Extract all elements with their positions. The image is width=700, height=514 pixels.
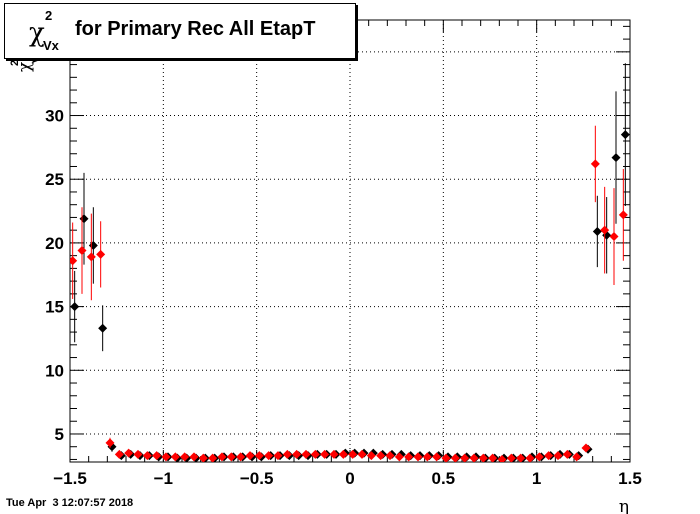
data-point bbox=[611, 153, 621, 163]
data-point bbox=[441, 453, 451, 462]
x-tick-label: 0.5 bbox=[432, 469, 456, 488]
y-axis-label-superscript: 2 bbox=[9, 60, 21, 66]
data-point bbox=[620, 130, 630, 140]
data-point bbox=[292, 449, 302, 459]
x-tick-label: 0 bbox=[345, 469, 354, 488]
data-point bbox=[516, 453, 526, 462]
grid-lines bbox=[70, 20, 630, 462]
data-point bbox=[413, 452, 423, 462]
data-point bbox=[592, 226, 602, 236]
data-point bbox=[497, 454, 507, 462]
y-tick-label: 30 bbox=[45, 107, 64, 126]
data-point bbox=[460, 453, 470, 462]
chart-title: for Primary Rec All EtapT bbox=[75, 18, 316, 40]
data-point bbox=[348, 449, 358, 459]
y-axis-label-subscript: V bbox=[31, 55, 43, 63]
data-point bbox=[404, 452, 414, 462]
y-tick-label: 5 bbox=[55, 425, 64, 444]
data-point bbox=[357, 449, 367, 459]
x-axis-label: η bbox=[619, 497, 629, 514]
data-point bbox=[469, 453, 479, 462]
data-point bbox=[544, 451, 554, 461]
y-tick-label: 15 bbox=[45, 298, 64, 317]
data-point bbox=[581, 443, 591, 453]
data-point bbox=[366, 451, 376, 461]
data-point bbox=[600, 225, 610, 235]
data-point bbox=[79, 214, 89, 224]
data-point bbox=[432, 452, 442, 462]
series-layer bbox=[70, 63, 630, 462]
data-point bbox=[142, 451, 152, 461]
data-point bbox=[70, 256, 78, 266]
title-subscript: Vx bbox=[43, 38, 59, 53]
timestamp-footer: Tue Apr 3 12:07:57 2018 bbox=[6, 497, 134, 509]
data-point bbox=[394, 452, 404, 462]
data-point bbox=[245, 451, 255, 461]
data-point bbox=[320, 449, 330, 459]
data-point bbox=[376, 451, 386, 461]
data-point bbox=[273, 451, 283, 461]
series-0 bbox=[70, 63, 630, 462]
data-point bbox=[86, 252, 96, 262]
data-point bbox=[88, 240, 98, 250]
data-point bbox=[525, 453, 535, 462]
x-tick-label: −0.5 bbox=[240, 469, 274, 488]
data-point bbox=[553, 451, 563, 461]
y-tick-label: 10 bbox=[45, 361, 64, 380]
x-tick-label: −1.5 bbox=[53, 469, 87, 488]
data-point bbox=[226, 452, 236, 462]
data-point bbox=[236, 452, 246, 462]
data-point bbox=[282, 449, 292, 459]
data-point bbox=[478, 453, 488, 462]
data-point bbox=[385, 451, 395, 461]
data-point bbox=[161, 452, 171, 462]
y-tick-label: 25 bbox=[45, 170, 64, 189]
title-superscript: 2 bbox=[45, 8, 53, 23]
x-tick-label: 1 bbox=[532, 469, 541, 488]
x-tick-label: −1 bbox=[154, 469, 173, 488]
data-point bbox=[562, 449, 572, 459]
tick-labels: −1.5−1−0.500.511.55101520253035ηχ2V bbox=[9, 43, 642, 514]
data-point bbox=[189, 452, 199, 462]
data-point bbox=[170, 452, 180, 462]
data-point bbox=[105, 438, 115, 448]
data-point bbox=[609, 232, 619, 242]
data-point bbox=[77, 246, 87, 256]
data-point bbox=[217, 452, 227, 462]
y-axis-label-symbol: χ bbox=[15, 62, 35, 72]
data-point bbox=[198, 453, 208, 462]
x-tick-label: 1.5 bbox=[618, 469, 642, 488]
data-point bbox=[96, 249, 106, 259]
data-point bbox=[488, 453, 498, 462]
data-point bbox=[254, 451, 264, 461]
data-point bbox=[422, 452, 432, 462]
data-point bbox=[534, 452, 544, 462]
data-point bbox=[70, 302, 80, 312]
title-chi-symbol: χ bbox=[29, 18, 45, 48]
data-point bbox=[301, 449, 311, 459]
data-point bbox=[208, 453, 218, 462]
data-point bbox=[450, 453, 460, 462]
data-point bbox=[124, 448, 134, 458]
data-point bbox=[618, 210, 628, 220]
data-point bbox=[506, 453, 516, 462]
y-tick-label: 20 bbox=[45, 234, 64, 253]
data-point bbox=[264, 451, 274, 461]
chart-title-box: χ 2 Vx for Primary Rec All EtapT bbox=[4, 3, 356, 59]
data-point bbox=[98, 323, 108, 333]
data-point bbox=[590, 159, 600, 169]
data-point bbox=[572, 452, 582, 462]
data-point bbox=[338, 449, 348, 459]
data-point bbox=[329, 449, 339, 459]
data-point bbox=[133, 449, 143, 459]
data-point bbox=[310, 449, 320, 459]
data-point bbox=[114, 449, 124, 459]
data-point bbox=[152, 451, 162, 461]
y-axis-label: χ2 V bbox=[9, 55, 43, 72]
data-point bbox=[180, 452, 190, 462]
series-1 bbox=[70, 125, 628, 462]
